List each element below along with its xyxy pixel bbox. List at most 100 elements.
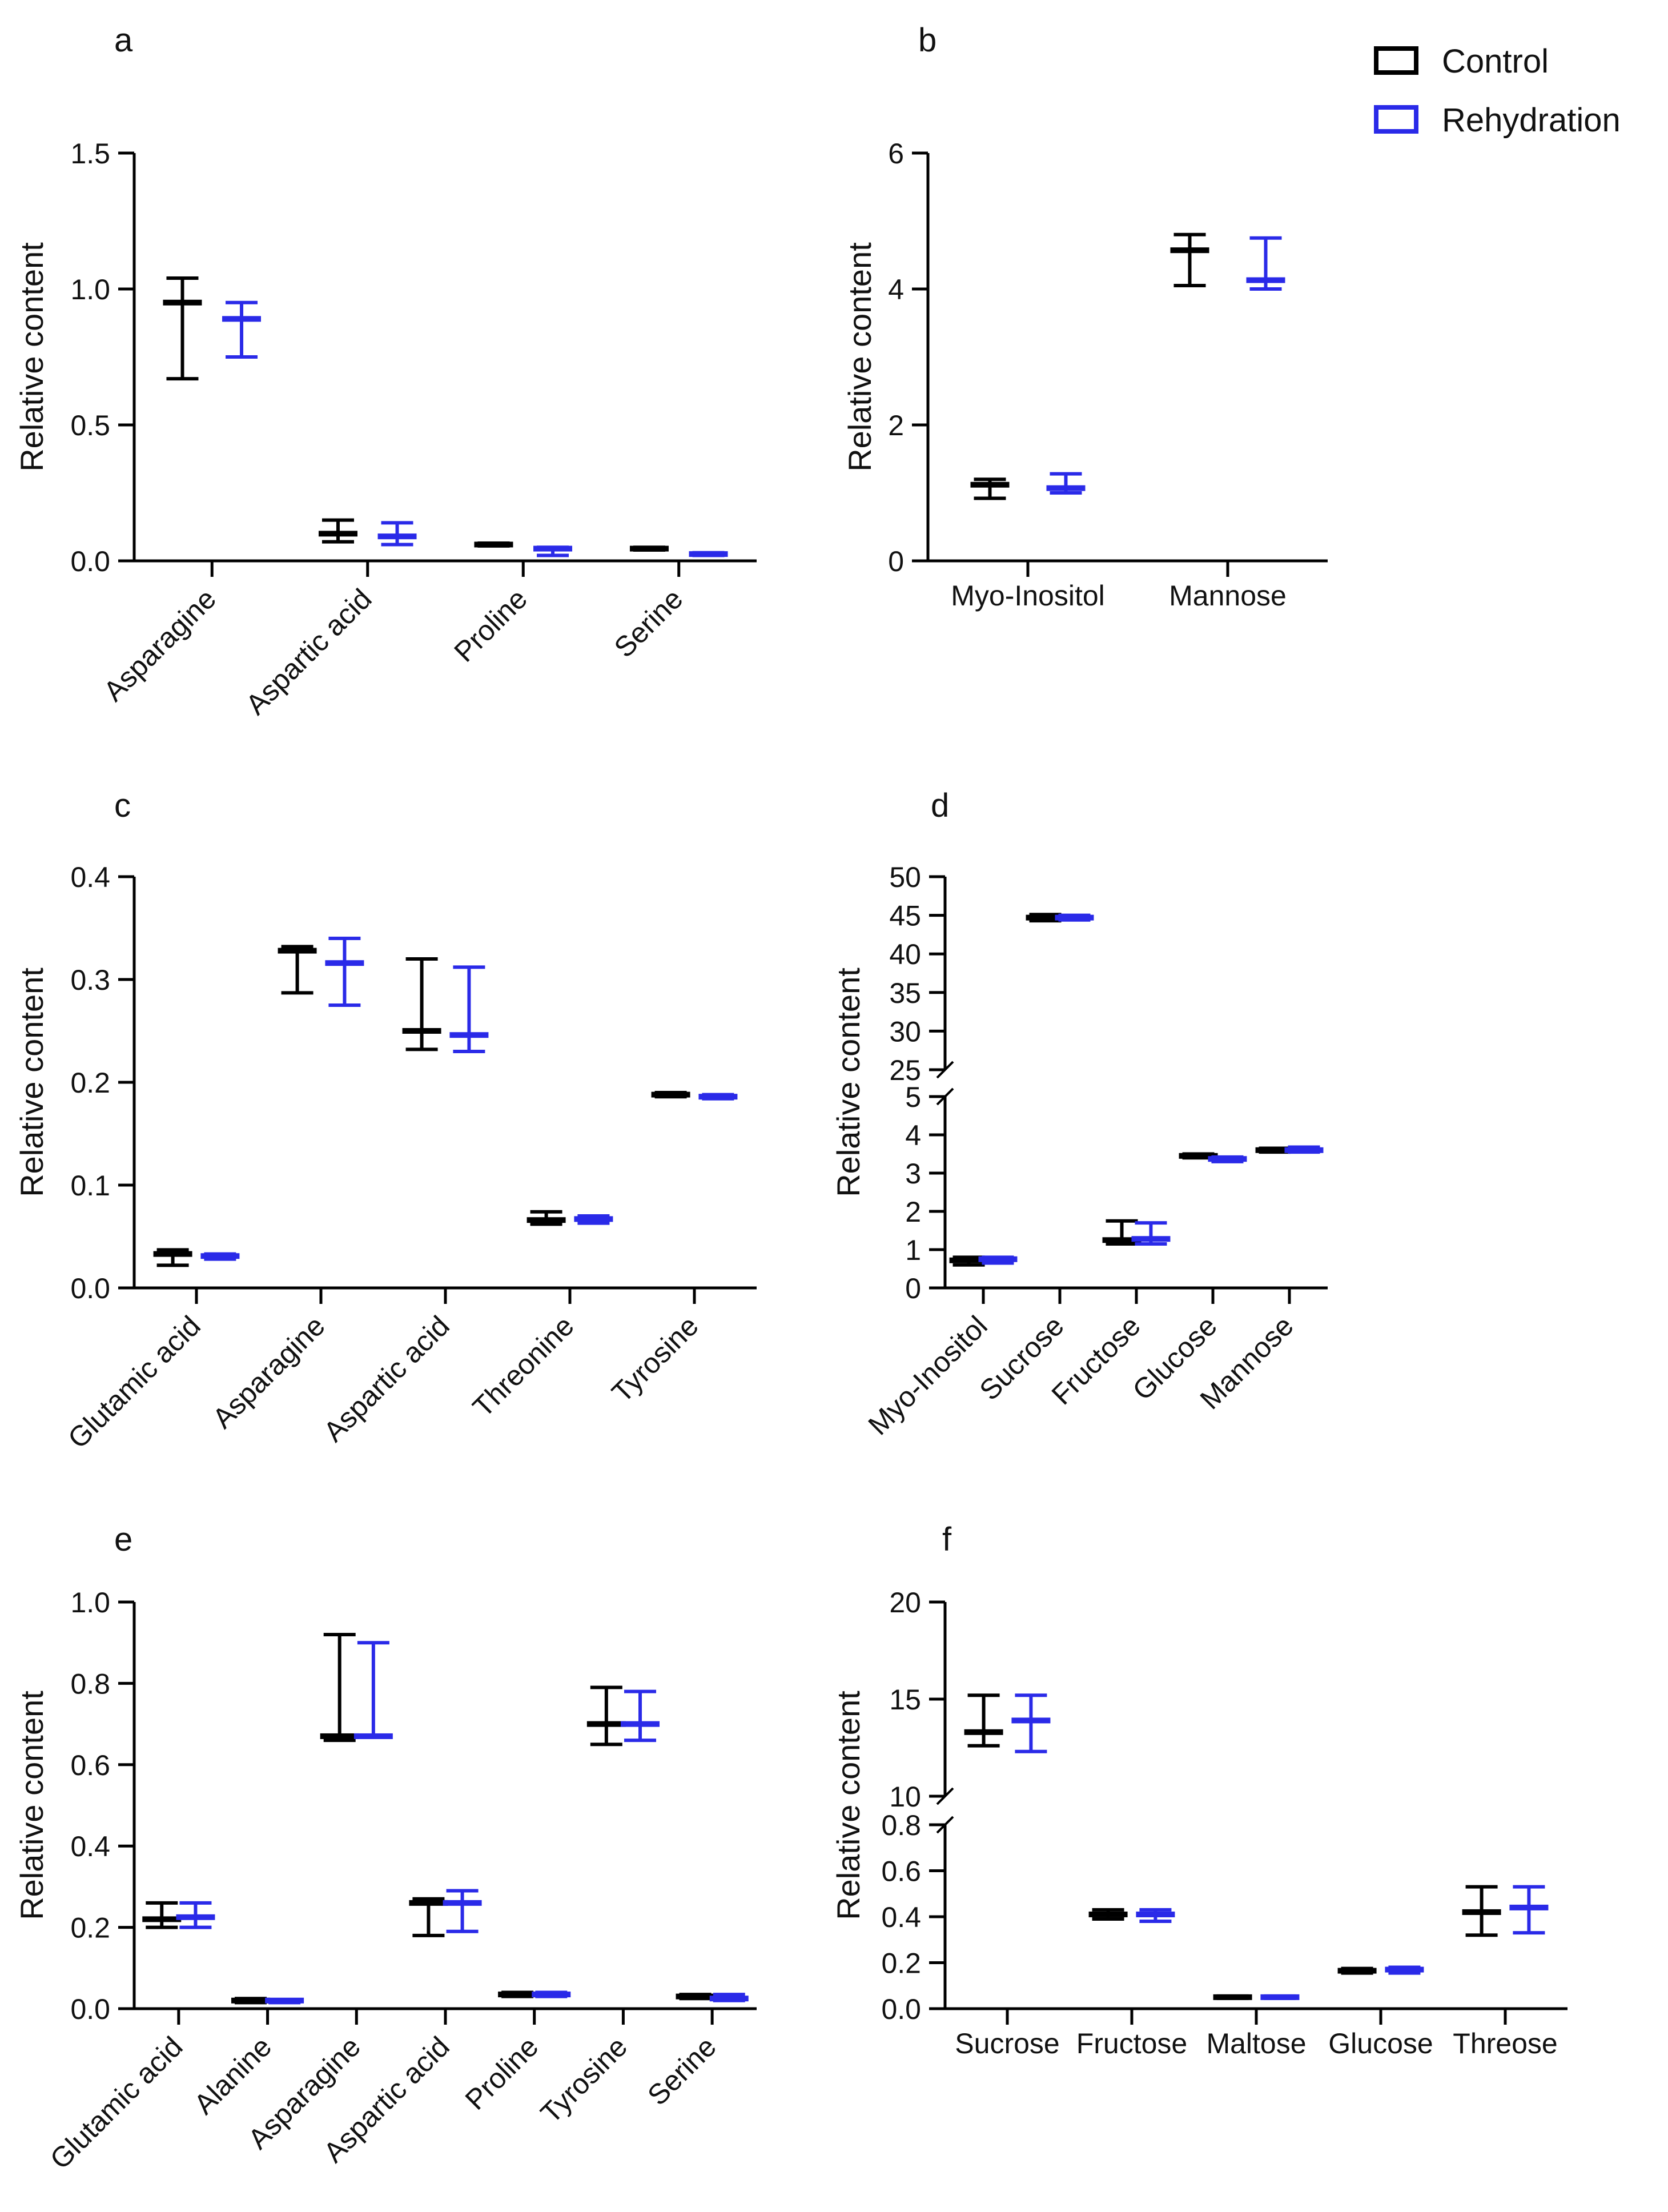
x-tick-label: Threose [1453,2028,1557,2060]
y-tick-label: 0.5 [70,410,110,441]
y-tick-label: 5 [905,1081,921,1113]
median-bar-control [1213,1994,1252,2000]
panel-letter-f: f [942,1521,952,1558]
y-tick-label: 10 [889,1781,921,1813]
y-tick-label: 40 [889,938,921,970]
legend-label-rehydration: Rehydration [1442,102,1621,139]
median-bar-rehydration [709,1996,749,2002]
y-tick-label: 0 [888,545,904,577]
x-tick-label: Aspartic acid [240,583,378,721]
median-bar-rehydration [265,1997,304,2004]
median-bar-control [474,541,513,548]
y-tick-label: 0.4 [881,1901,921,1933]
y-tick-label: 30 [889,1015,921,1047]
median-bar-control [949,1257,988,1263]
y-axis-label: Relative content [830,1691,866,1920]
x-tick-label: Glutamic acid [62,1310,207,1455]
y-axis-label: Relative content [842,242,878,472]
median-bar-control [651,1091,690,1098]
median-bar-rehydration [1131,1236,1171,1242]
panel-e: e 0.0 0.2 0.4 0.6 0.8 1.0 Relative content Gluta… [14,1521,757,2175]
median-bar-rehydration [1284,1147,1324,1153]
median-bar-rehydration [1208,1156,1247,1162]
y-axis-label: Relative content [14,1691,50,1920]
x-tick-label: Myo-Inositol [951,580,1105,612]
median-bar-rehydration [176,1914,215,1920]
median-bar-control [1088,1911,1128,1917]
y-tick-label: 0.2 [70,1067,110,1099]
median-bar-rehydration [1385,1966,1424,1973]
median-bar-rehydration [353,1733,393,1739]
x-tick-label: Sucrose [955,2028,1059,2060]
median-bar-control [163,299,202,306]
median-bar-control [676,1993,715,2000]
y-tick-label: 0.1 [70,1170,110,1202]
median-bar-control [1255,1147,1295,1153]
panel-f: f 0.0 0.2 0.4 0.6 0.810 15 20 Relative content Su… [830,1521,1567,2060]
y-tick-label: 0 [905,1272,921,1304]
y-tick-label: 2 [905,1196,921,1228]
median-bar-control [526,1217,566,1223]
median-bar-control [629,545,669,552]
y-tick-label: 0.2 [70,1912,110,1944]
median-bar-rehydration [1046,485,1086,491]
x-tick-label: Threonine [467,1310,580,1423]
y-tick-label: 4 [888,274,904,306]
median-bar-control [1337,1968,1377,1974]
y-tick-label: 1 [905,1234,921,1266]
median-bar-rehydration [1055,914,1094,921]
median-bar-rehydration [1011,1717,1051,1724]
y-tick-label: 45 [889,900,921,932]
panel-letter-d: d [931,787,949,824]
y-tick-label: 1.5 [70,138,110,170]
median-bar-control [1026,914,1065,921]
y-axis-label: Relative content [14,968,50,1197]
panel-letter-a: a [114,22,133,59]
y-tick-label: 35 [889,977,921,1009]
median-bar-rehydration [533,545,573,552]
median-bar-control [409,1900,448,1906]
y-tick-label: 0.0 [70,1993,110,2025]
x-tick-label: Alanine [188,2030,278,2121]
y-tick-label: 0.8 [70,1668,110,1700]
x-tick-label: Serine [641,2030,722,2111]
median-bar-control [1102,1237,1142,1243]
median-bar-rehydration [574,1216,613,1222]
median-bar-rehydration [532,1992,571,1998]
median-bar-control [318,531,357,537]
x-tick-label: Maltose [1206,2028,1306,2060]
legend-swatch-control [1374,46,1418,75]
median-bar-control [153,1251,192,1257]
x-tick-label: Proline [448,583,533,668]
legend: Control Rehydration [1374,43,1621,139]
median-bar-rehydration [449,1032,489,1038]
y-tick-label: 1.0 [70,1587,110,1619]
y-tick-label: 25 [889,1054,921,1086]
x-tick-label: Mannose [1169,580,1287,612]
x-tick-label: Fructose [1076,2028,1188,2060]
x-tick-label: Asparagine [206,1310,331,1434]
y-tick-label: 1.0 [70,274,110,306]
panel-letter-c: c [114,787,131,824]
y-tick-label: 0.4 [70,1830,110,1862]
y-tick-label: 2 [888,410,904,441]
median-bar-rehydration [222,316,262,322]
x-tick-label: Proline [459,2030,545,2116]
y-tick-label: 0.2 [881,1948,921,1980]
y-tick-label: 0.0 [70,545,110,577]
median-bar-rehydration [689,551,728,557]
y-axis-label: Relative content [830,968,866,1197]
y-axis-label: Relative content [14,242,50,472]
y-tick-label: 50 [889,861,921,893]
y-tick-label: 3 [905,1158,921,1190]
median-bar-control [142,1916,182,1922]
median-bar-rehydration [1509,1904,1549,1910]
median-bar-control [1179,1153,1218,1159]
median-bar-control [586,1721,626,1727]
median-bar-rehydration [978,1256,1018,1262]
legend-label-control: Control [1442,43,1549,80]
legend-swatch-rehydration [1374,105,1418,134]
panel-letter-e: e [114,1521,132,1558]
